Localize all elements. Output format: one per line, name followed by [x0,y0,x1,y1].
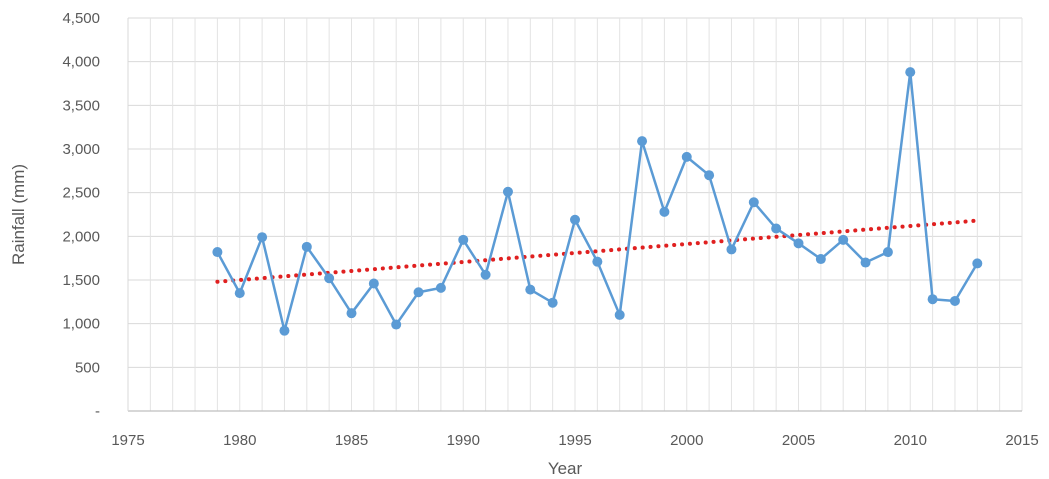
x-tick-label: 1995 [558,432,591,449]
data-point [927,294,938,305]
data-point [391,319,402,330]
data-point [301,241,312,252]
y-axis-title: Rainfall (mm) [9,164,28,265]
x-tick-label: 2010 [894,432,927,449]
data-point [972,258,983,269]
data-point [614,309,625,320]
axes [127,18,1022,412]
x-tick-label: 2015 [1005,432,1038,449]
data-point [570,214,580,225]
data-point [949,295,960,306]
y-tick-label: 4,500 [62,10,100,27]
data-point [502,186,513,197]
data-point [257,232,268,243]
data-point [279,325,290,336]
data-point [771,223,782,234]
data-point [234,288,245,299]
series-group [212,67,983,336]
data-point [882,247,893,258]
y-tick-label: 3,500 [62,97,100,114]
x-tick-label: 1990 [447,432,480,449]
y-tick-label: 1,500 [62,272,100,289]
data-point [346,308,357,319]
data-point [793,238,804,249]
data-point [458,234,469,245]
data-point [368,278,379,289]
y-tick-label: 2,500 [62,185,100,202]
x-axis-title: Year [548,459,583,478]
data-point [324,273,335,284]
y-tick-label: 500 [75,359,100,376]
data-point [704,170,715,181]
data-point [815,254,826,265]
data-point [748,197,759,208]
x-tick-label: 2005 [782,432,815,449]
trendline [215,218,980,284]
trendline-group [215,218,980,284]
x-tick-label: 1975 [111,432,144,449]
data-point [592,256,603,267]
data-point [212,247,223,258]
y-tick-label: 4,000 [62,54,100,71]
x-tick-label: 1985 [335,432,368,449]
y-tick-label: 1,000 [62,316,100,333]
x-tick-label: 1980 [223,432,256,449]
gridlines [128,17,1023,411]
data-point [905,67,916,78]
data-point [838,234,849,245]
y-tick-label: 2,000 [62,228,100,245]
data-point [860,257,871,268]
data-point [435,282,446,293]
data-point [480,269,491,280]
data-point [525,284,536,295]
data-point [637,136,648,147]
y-tick-label: 3,000 [62,141,100,158]
data-point [413,287,424,298]
data-point [726,244,737,255]
tick-labels: - 500 1,000 1,500 2,000 2,500 3,000 3,500 4,000 4… [62,10,1038,449]
y-tick-label: - [95,403,100,420]
data-point [681,151,692,162]
data-point [547,297,558,308]
data-point [659,206,670,217]
x-tick-label: 2000 [670,432,703,449]
